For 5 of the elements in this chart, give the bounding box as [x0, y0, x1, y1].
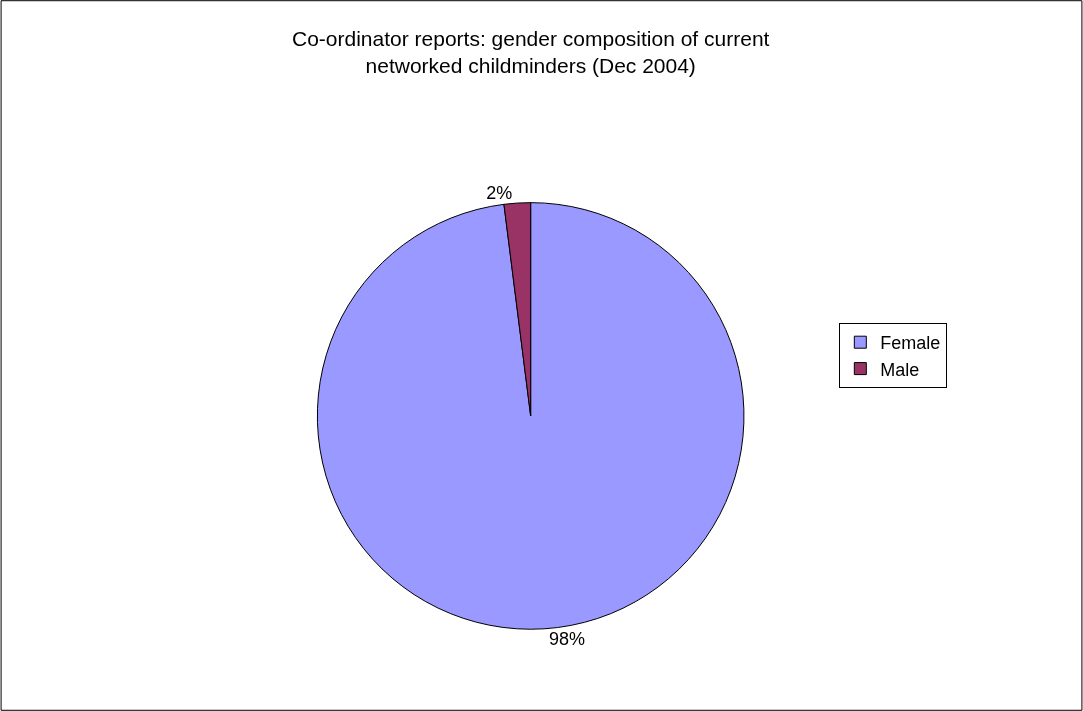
legend-label: Female [880, 333, 941, 354]
chart-title: Co-ordinator reports: gender composition of current networked childminders (Dec 2004) [292, 27, 770, 78]
legend-label: Male [880, 359, 920, 380]
data-label: 2% [486, 183, 513, 204]
data-label: 98% [549, 628, 586, 649]
